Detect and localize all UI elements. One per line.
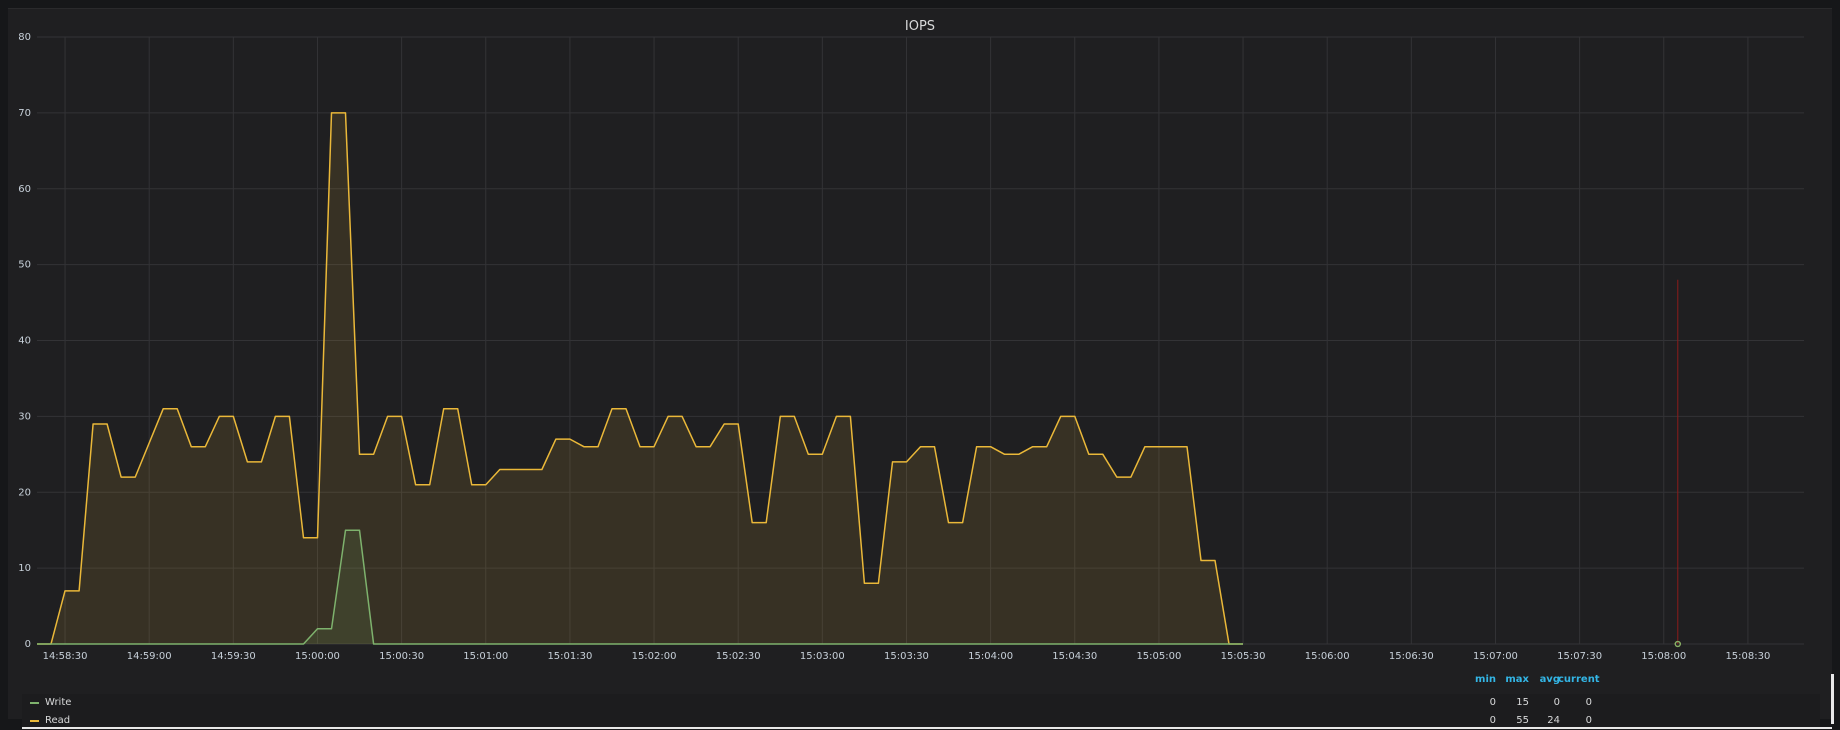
y-tick-label: 50 <box>18 260 31 271</box>
legend-series-name[interactable]: Write <box>45 697 72 708</box>
x-tick-label: 15:04:00 <box>968 651 1013 659</box>
legend-color-swatch[interactable] <box>30 720 39 722</box>
iops-chart[interactable]: 0 10 20 30 40 50 60 70 80 14:58:30 14:59:00 14:59:3… <box>8 9 1832 659</box>
legend-row-write[interactable]: Write 0 15 0 0 <box>22 694 1820 712</box>
legend-value-current: 0 <box>1585 697 1592 708</box>
x-tick-label: 15:03:00 <box>800 651 845 659</box>
y-tick-label: 70 <box>18 108 31 119</box>
x-tick-label: 15:08:00 <box>1641 651 1686 659</box>
y-tick-label: 30 <box>18 411 31 422</box>
x-tick-label: 15:06:30 <box>1389 651 1434 659</box>
legend-value-max: 15 <box>1516 697 1529 708</box>
legend-header-current[interactable]: current <box>1558 674 1600 685</box>
legend-value-max: 55 <box>1516 715 1529 726</box>
read-series-line[interactable] <box>37 112 1243 645</box>
graph-panel: IOPS 0 10 20 30 40 50 60 70 80 14:58:30 14:59:00 14… <box>8 8 1834 730</box>
legend-value-min: 0 <box>1489 697 1496 708</box>
x-tick-label: 15:01:00 <box>463 651 508 659</box>
x-tick-label: 14:59:00 <box>127 651 172 659</box>
x-tick-label: 15:05:30 <box>1221 651 1266 659</box>
x-tick-label: 14:58:30 <box>43 651 88 659</box>
x-tick-label: 15:07:00 <box>1473 651 1518 659</box>
y-tick-label: 20 <box>18 487 31 498</box>
x-tick-label: 15:03:30 <box>884 651 929 659</box>
x-tick-label: 15:05:00 <box>1136 651 1181 659</box>
x-tick-label: 15:08:30 <box>1725 651 1770 659</box>
x-tick-label: 15:01:30 <box>547 651 592 659</box>
x-tick-label: 15:02:00 <box>632 651 677 659</box>
x-tick-label: 15:04:30 <box>1052 651 1097 659</box>
x-tick-label: 15:00:30 <box>379 651 424 659</box>
legend-header-avg[interactable]: avg <box>1539 674 1560 685</box>
y-tick-label: 10 <box>18 563 31 574</box>
y-tick-label: 60 <box>18 184 31 195</box>
legend-header-max[interactable]: max <box>1505 674 1529 685</box>
legend-series-name[interactable]: Read <box>45 715 71 726</box>
legend-header: min max avg current <box>22 674 1820 688</box>
x-tick-label: 15:06:00 <box>1305 651 1350 659</box>
y-tick-label: 40 <box>18 336 31 347</box>
write-series-line[interactable] <box>37 529 1243 645</box>
panel-title[interactable]: IOPS <box>904 19 936 34</box>
read-series-area <box>37 112 1243 644</box>
legend-value-avg: 24 <box>1547 715 1560 726</box>
x-tick-label: 14:59:30 <box>211 651 256 659</box>
x-tick-label: 15:02:30 <box>716 651 761 659</box>
horizontal-scrollbar[interactable] <box>22 727 1832 729</box>
legend-header-min[interactable]: min <box>1475 674 1496 685</box>
x-tick-label: 15:07:30 <box>1557 651 1602 659</box>
write-hover-point <box>1674 640 1681 648</box>
legend-value-current: 0 <box>1585 715 1592 726</box>
y-tick-label: 80 <box>18 32 31 43</box>
y-tick-label: 0 <box>25 639 31 650</box>
legend-color-swatch[interactable] <box>30 702 39 704</box>
write-series-area <box>37 530 1243 644</box>
legend-value-avg: 0 <box>1553 697 1560 708</box>
legend-scrollbar[interactable] <box>1831 674 1834 724</box>
x-tick-label: 15:00:00 <box>295 651 340 659</box>
legend-value-min: 0 <box>1489 715 1496 726</box>
